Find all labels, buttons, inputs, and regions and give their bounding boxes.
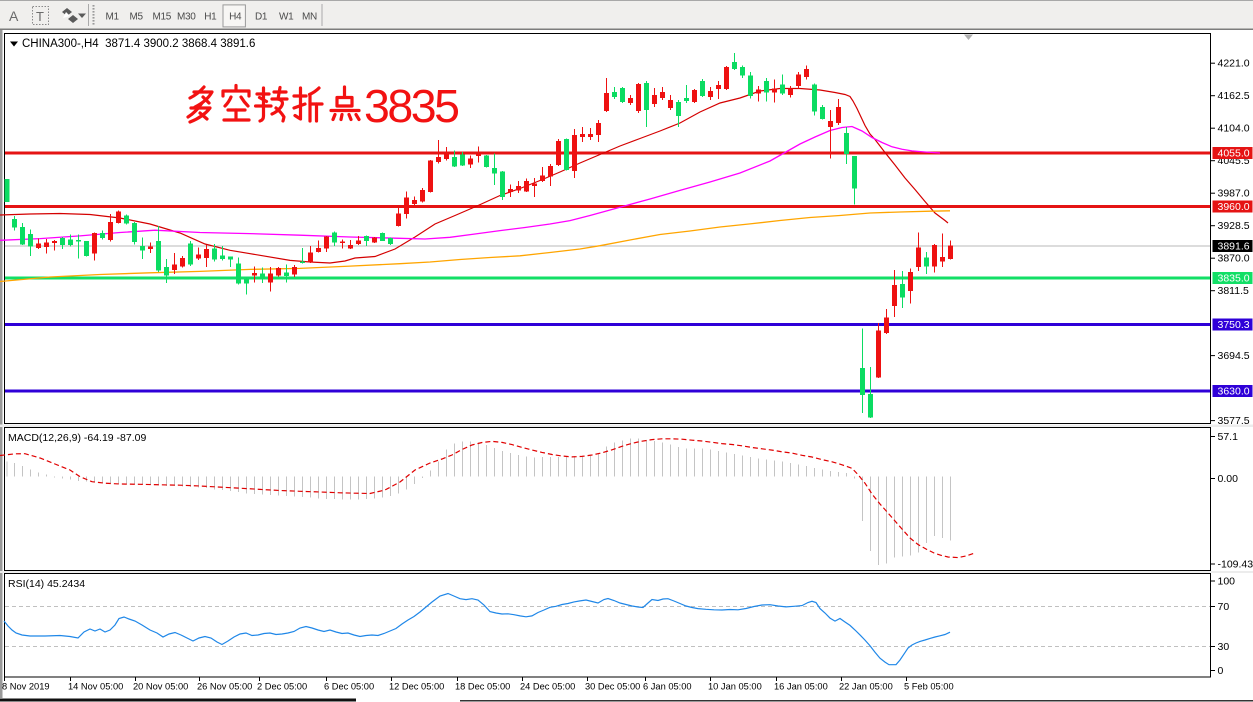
svg-text:3987.0: 3987.0 bbox=[1218, 188, 1250, 200]
svg-text:18 Dec 05:00: 18 Dec 05:00 bbox=[455, 682, 510, 692]
svg-text:3891.6: 3891.6 bbox=[1218, 241, 1250, 253]
svg-text:-109.43: -109.43 bbox=[1218, 559, 1253, 571]
svg-text:2 Dec 05:00: 2 Dec 05:00 bbox=[257, 682, 307, 692]
svg-text:3835: 3835 bbox=[364, 80, 458, 132]
svg-text:CHINA300-,H4 3871.4 3900.2 38: CHINA300-,H4 3871.4 3900.2 3868.4 3891.6 bbox=[22, 38, 255, 50]
svg-text:M15: M15 bbox=[153, 12, 172, 23]
svg-text:24 Dec 05:00: 24 Dec 05:00 bbox=[520, 682, 575, 692]
svg-text:3811.5: 3811.5 bbox=[1218, 285, 1249, 297]
svg-text:100: 100 bbox=[1218, 576, 1236, 588]
svg-text:4104.0: 4104.0 bbox=[1218, 123, 1250, 135]
svg-text:3928.5: 3928.5 bbox=[1218, 220, 1250, 232]
svg-text:22 Jan 05:00: 22 Jan 05:00 bbox=[839, 682, 893, 692]
svg-text:0: 0 bbox=[1218, 665, 1224, 677]
svg-text:D1: D1 bbox=[255, 12, 268, 23]
svg-text:12 Dec 05:00: 12 Dec 05:00 bbox=[389, 682, 444, 692]
svg-text:H4: H4 bbox=[229, 12, 242, 23]
svg-text:20 Nov 05:00: 20 Nov 05:00 bbox=[133, 682, 188, 692]
svg-text:6 Jan 05:00: 6 Jan 05:00 bbox=[643, 682, 692, 692]
svg-text:16 Jan 05:00: 16 Jan 05:00 bbox=[774, 682, 828, 692]
svg-text:4162.5: 4162.5 bbox=[1218, 90, 1250, 102]
svg-text:3870.0: 3870.0 bbox=[1218, 253, 1250, 265]
svg-text:RSI(14) 45.2434: RSI(14) 45.2434 bbox=[8, 578, 85, 590]
svg-text:M1: M1 bbox=[106, 12, 120, 23]
svg-text:3630.0: 3630.0 bbox=[1218, 386, 1250, 398]
svg-text:57.1: 57.1 bbox=[1218, 431, 1239, 443]
svg-text:3694.5: 3694.5 bbox=[1218, 350, 1250, 362]
svg-text:70: 70 bbox=[1218, 601, 1230, 613]
svg-text:5 Feb 05:00: 5 Feb 05:00 bbox=[904, 682, 954, 692]
svg-text:3960.0: 3960.0 bbox=[1218, 201, 1250, 213]
svg-text:26 Nov 05:00: 26 Nov 05:00 bbox=[197, 682, 252, 692]
svg-text:M5: M5 bbox=[130, 12, 144, 23]
svg-text:3577.5: 3577.5 bbox=[1218, 415, 1250, 427]
svg-text:4055.0: 4055.0 bbox=[1218, 148, 1250, 160]
svg-text:14 Nov 05:00: 14 Nov 05:00 bbox=[68, 682, 123, 692]
svg-text:4221.0: 4221.0 bbox=[1218, 58, 1250, 70]
svg-text:A: A bbox=[9, 8, 19, 24]
svg-text:MN: MN bbox=[302, 12, 317, 23]
svg-text:T: T bbox=[36, 9, 44, 24]
svg-text:H1: H1 bbox=[204, 12, 217, 23]
svg-text:W1: W1 bbox=[279, 12, 294, 23]
svg-text:8 Nov 2019: 8 Nov 2019 bbox=[2, 682, 50, 692]
svg-text:30: 30 bbox=[1218, 641, 1230, 653]
svg-text:3750.3: 3750.3 bbox=[1218, 319, 1250, 331]
svg-text:6 Dec 05:00: 6 Dec 05:00 bbox=[324, 682, 374, 692]
svg-text:M30: M30 bbox=[177, 12, 196, 23]
svg-text:10 Jan 05:00: 10 Jan 05:00 bbox=[708, 682, 762, 692]
svg-text:MACD(12,26,9) -64.19 -87.09: MACD(12,26,9) -64.19 -87.09 bbox=[8, 432, 146, 444]
svg-text:3835.0: 3835.0 bbox=[1218, 273, 1250, 285]
svg-text:30 Dec 05:00: 30 Dec 05:00 bbox=[585, 682, 640, 692]
svg-text:0.00: 0.00 bbox=[1218, 473, 1239, 485]
